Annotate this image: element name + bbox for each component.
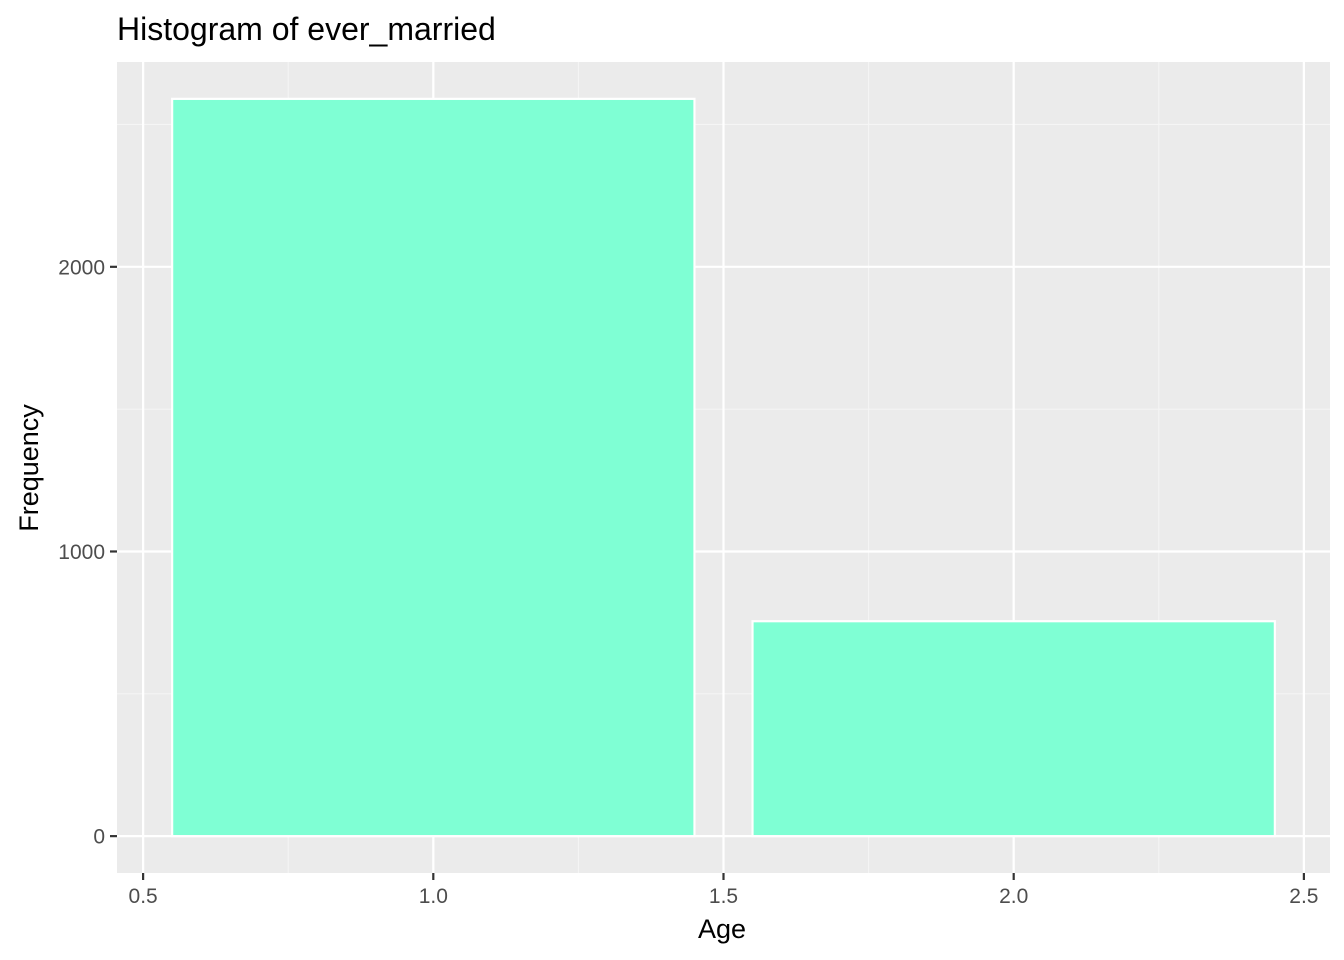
x-tick-label: 2.0 [999, 885, 1028, 908]
y-axis-title: Frequency [14, 404, 44, 532]
y-tick-label: 2000 [58, 256, 105, 279]
histogram-bar-2 [751, 620, 1276, 838]
histogram-bars [171, 97, 1276, 838]
y-tick-label: 1000 [58, 541, 105, 564]
x-tick-label: 0.5 [129, 885, 158, 908]
y-axis: 0 1000 2000 [58, 256, 117, 849]
x-tick-label: 1.5 [709, 885, 738, 908]
x-tick-label: 1.0 [419, 885, 448, 908]
histogram-bar-1 [171, 97, 696, 838]
x-axis: 0.5 1.0 1.5 2.0 2.5 [129, 873, 1318, 908]
x-tick-label: 2.5 [1289, 885, 1318, 908]
y-tick-label: 0 [93, 826, 105, 849]
x-axis-title: Age [698, 914, 746, 944]
chart-title: Histogram of ever_married [117, 11, 496, 47]
